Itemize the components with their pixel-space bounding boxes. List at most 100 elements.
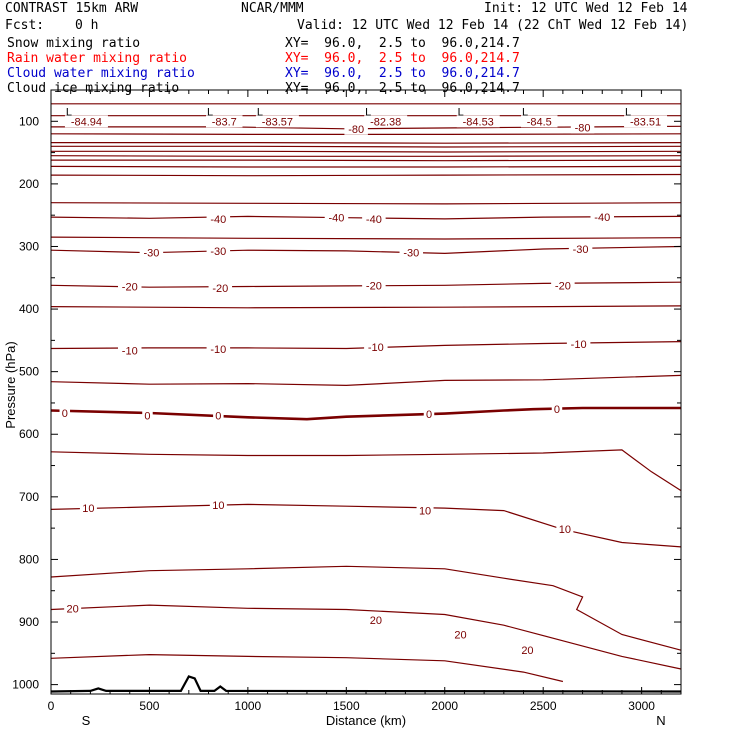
x-tick-label: 2500 <box>530 699 557 713</box>
contour-label-bg <box>255 115 299 128</box>
contour-label-bg <box>364 341 388 354</box>
contour-label-34: 20 <box>67 603 79 615</box>
contour-label-28: 0 <box>426 409 432 421</box>
x-axis: 0 500 1000 1500 2000 2500 3000 <box>48 90 662 713</box>
low-marker-5: L <box>522 106 528 118</box>
model-title: CONTRAST 15km ARW <box>5 1 139 16</box>
isotherm-line-23 <box>50 604 682 670</box>
y-tick-label: 600 <box>19 427 39 441</box>
x-tick-label: 500 <box>139 699 159 713</box>
contour-label-29: 0 <box>554 404 560 416</box>
contour-label-7: -80 <box>348 124 364 136</box>
contour-label-bg <box>118 344 142 357</box>
contour-label-23: -10 <box>368 342 384 354</box>
contour-label-9: -40 <box>210 214 226 226</box>
forecast-label: Fcst: <box>5 18 45 33</box>
x-axis-end-label: N <box>656 713 665 728</box>
field-cloudwater-name: Cloud water mixing ratio <box>7 66 195 81</box>
isotherm-line-6 <box>51 150 682 153</box>
contour-label-bg <box>139 246 164 259</box>
forecast-value: 0 h <box>75 18 99 33</box>
isotherm-line-12 <box>50 202 682 205</box>
contour-label-bg <box>59 406 71 419</box>
contour-label-4: -84.53 <box>463 116 494 128</box>
contour-label-bg <box>423 408 435 421</box>
isotherm-line-5 <box>51 145 682 148</box>
contour-label-bg <box>570 121 595 134</box>
contour-label-11: -40 <box>366 214 382 226</box>
field-rain-name: Rain water mixing ratio <box>7 51 188 66</box>
contour-label-bg <box>551 279 575 292</box>
low-marker-6: L <box>625 106 631 118</box>
contour-label-bg <box>213 409 224 422</box>
contour-label-0: -84.94 <box>71 116 102 128</box>
x-tick-label: 2000 <box>431 699 458 713</box>
contour-label-bg <box>566 338 591 351</box>
isotherm-line-10 <box>50 173 682 177</box>
x-axis-label: Distance (km) <box>326 713 406 728</box>
contour-label-3: -82.38 <box>370 116 401 128</box>
x-tick-label: 1500 <box>333 699 360 713</box>
contour-label-bg <box>208 281 233 294</box>
low-marker-3: L <box>365 106 371 118</box>
contour-label-18: -20 <box>212 283 228 295</box>
contour-label-8: -80 <box>575 123 591 135</box>
contour-label-20: -20 <box>555 280 571 292</box>
x-tick-label: 1000 <box>235 699 262 713</box>
x-axis-start-label: S <box>82 713 91 728</box>
contour-label-bg <box>556 522 574 535</box>
contour-label-19: -20 <box>366 280 382 292</box>
isotherm-line-7 <box>50 155 682 157</box>
contour-label-32: 10 <box>419 506 431 518</box>
terrain-layer <box>50 675 682 693</box>
contour-label-bg <box>399 246 424 259</box>
contour-label-36: 20 <box>454 630 466 642</box>
isotherm-line-21 <box>50 503 682 548</box>
low-marker-4: L <box>458 106 464 118</box>
y-tick-label: 400 <box>19 302 39 316</box>
isotherm-line-17 <box>50 341 682 350</box>
contour-label-1: -83.7 <box>212 116 237 128</box>
contour-label-33: 10 <box>559 524 571 536</box>
contour-label-10: -40 <box>329 213 345 225</box>
contour-label-21: -10 <box>122 345 138 357</box>
low-marker-1: L <box>207 106 213 118</box>
contour-label-bg <box>452 628 469 641</box>
contour-label-bg <box>568 242 593 255</box>
y-tick-label: 700 <box>19 490 39 504</box>
contour-label-14: -30 <box>210 246 226 258</box>
contour-label-6: -83.51 <box>630 116 661 128</box>
isotherm-line-24 <box>50 653 564 683</box>
contour-label-bg <box>142 409 153 422</box>
contour-label-bg <box>456 115 500 128</box>
field-rain-xy: XY= 96.0, 2.5 to 96.0,214.7 <box>285 51 520 66</box>
contour-label-bg <box>362 212 386 225</box>
plot-frame <box>50 89 682 695</box>
isotherm-line-8 <box>51 159 682 162</box>
contour-label-bg <box>206 244 231 257</box>
y-tick-label: 900 <box>19 615 39 629</box>
contour-label-12: -40 <box>594 212 610 224</box>
contour-label-layer: -84.94L-83.7L-83.57L-82.38L-84.53L-84.5L… <box>59 106 668 657</box>
contour-label-bg <box>206 115 243 128</box>
contour-label-15: -30 <box>403 248 419 260</box>
contour-label-bg <box>551 403 563 416</box>
contour-label-31: 10 <box>212 500 224 512</box>
contour-label-bg <box>206 343 231 356</box>
isotherm-line-14 <box>50 236 682 240</box>
contour-label-bg <box>518 644 536 657</box>
contour-label-37: 20 <box>521 645 533 657</box>
contour-label-5: -84.5 <box>527 116 552 128</box>
isotherm-line-9 <box>50 165 682 168</box>
isotherm-line-20 <box>50 449 682 492</box>
contour-label-bg <box>79 502 97 515</box>
contour-label-26: 0 <box>144 410 150 422</box>
field-cloudice-xy: XY= 96.0, 2.5 to 96.0,214.7 <box>285 81 520 96</box>
isotherm-layer <box>50 103 682 683</box>
contour-label-bg <box>64 602 82 615</box>
contour-label-bg <box>367 614 385 627</box>
contour-label-bg <box>344 122 368 135</box>
contour-label-bg <box>64 115 108 128</box>
y-tick-label: 1000 <box>12 678 39 692</box>
